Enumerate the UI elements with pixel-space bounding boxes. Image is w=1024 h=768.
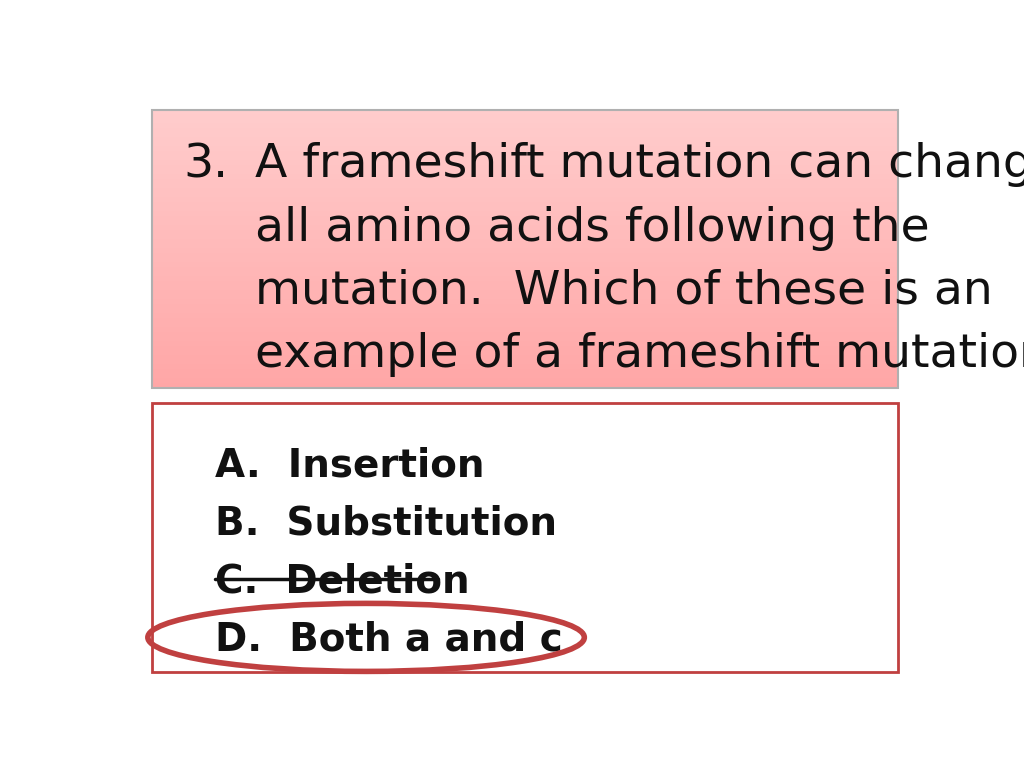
Bar (152, 253, 898, 258)
Bar (152, 290, 898, 295)
Bar (152, 230, 898, 235)
FancyBboxPatch shape (152, 402, 898, 672)
Text: C.  Deletion: C. Deletion (215, 563, 470, 601)
Bar (152, 243, 898, 249)
Bar (152, 123, 898, 128)
Bar (152, 300, 898, 304)
Bar (152, 211, 898, 217)
Bar (152, 118, 898, 124)
Bar (152, 220, 898, 226)
Text: all amino acids following the: all amino acids following the (255, 206, 930, 250)
Bar (152, 332, 898, 337)
Bar (152, 127, 898, 133)
Bar (152, 257, 898, 263)
Text: example of a frameshift mutation?: example of a frameshift mutation? (255, 333, 1024, 377)
Bar (152, 184, 898, 189)
Bar (152, 336, 898, 342)
Bar (152, 266, 898, 272)
Bar (152, 188, 898, 194)
Bar (152, 341, 898, 346)
Bar (152, 286, 898, 290)
Bar (152, 355, 898, 360)
Bar (152, 165, 898, 170)
Bar (152, 309, 898, 313)
Bar (152, 197, 898, 203)
Bar (152, 364, 898, 369)
Bar (152, 281, 898, 286)
Bar (152, 114, 898, 119)
Bar (152, 350, 898, 356)
Bar (152, 137, 898, 142)
Bar (152, 170, 898, 175)
Bar (152, 248, 898, 253)
Bar (152, 216, 898, 221)
Bar (152, 359, 898, 365)
Bar (152, 202, 898, 207)
Bar (152, 295, 898, 300)
Bar (152, 234, 898, 240)
Text: mutation.  Which of these is an: mutation. Which of these is an (255, 269, 992, 314)
Bar (152, 174, 898, 180)
Text: B.  Substitution: B. Substitution (215, 505, 557, 543)
Bar (152, 327, 898, 333)
Bar (152, 147, 898, 151)
Bar (152, 239, 898, 244)
Bar (152, 313, 898, 319)
Text: A frameshift mutation can change: A frameshift mutation can change (255, 142, 1024, 187)
Bar (152, 109, 898, 114)
Bar (152, 151, 898, 156)
Bar (152, 179, 898, 184)
Bar (152, 207, 898, 212)
Bar (152, 132, 898, 137)
Bar (152, 346, 898, 351)
Bar (152, 276, 898, 281)
Bar (152, 193, 898, 198)
Bar (152, 318, 898, 323)
Bar (152, 225, 898, 230)
Text: 3.: 3. (183, 142, 228, 187)
Bar (152, 323, 898, 328)
Bar (152, 382, 898, 388)
Bar (152, 161, 898, 165)
Bar (152, 304, 898, 309)
Bar (152, 156, 898, 161)
Bar (152, 142, 898, 147)
Text: A.  Insertion: A. Insertion (215, 447, 484, 485)
Bar (152, 271, 898, 276)
Bar (152, 369, 898, 374)
Bar (152, 378, 898, 383)
Bar (152, 373, 898, 379)
Bar (152, 262, 898, 267)
Text: D.  Both a and c: D. Both a and c (215, 621, 563, 659)
